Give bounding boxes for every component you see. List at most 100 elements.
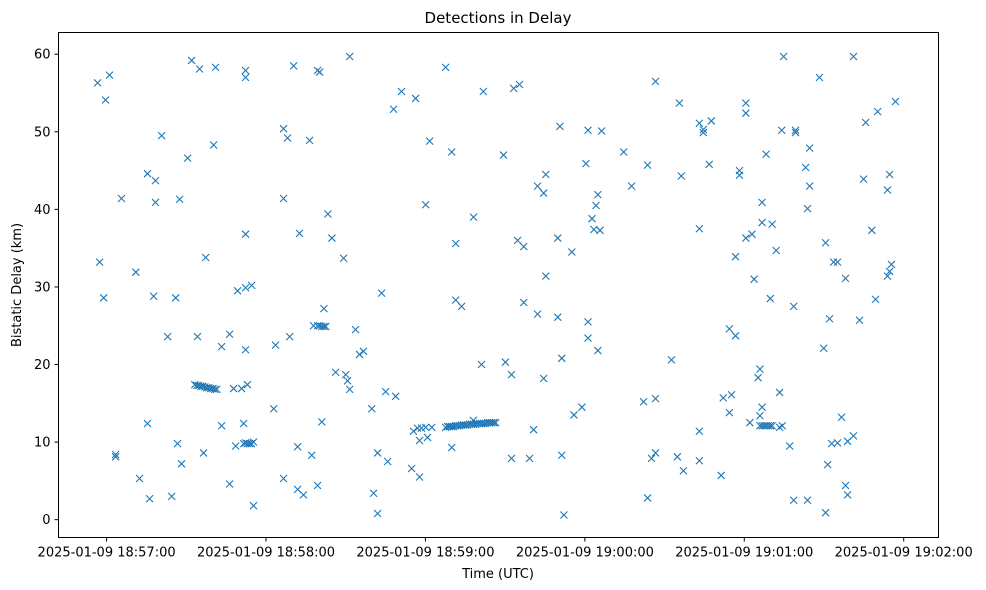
data-point (731, 331, 740, 340)
data-point (507, 370, 516, 379)
data-point (101, 96, 110, 104)
data-point (307, 451, 316, 460)
data-point (381, 387, 390, 396)
data-point (758, 198, 766, 207)
data-point (345, 52, 354, 61)
data-point (677, 172, 686, 180)
data-point (596, 226, 604, 235)
data-point (315, 68, 324, 76)
data-point (559, 511, 568, 519)
data-point (469, 416, 478, 425)
data-point (705, 160, 714, 169)
data-point (539, 189, 548, 197)
data-point (93, 79, 102, 87)
data-point (719, 393, 728, 402)
data-point (766, 294, 775, 303)
data-point (299, 490, 308, 499)
data-point (229, 384, 238, 393)
data-point (592, 201, 600, 210)
x-axis-label: Time (UTC) (461, 567, 534, 582)
data-point (533, 310, 542, 318)
data-point (843, 490, 852, 499)
data-point (748, 230, 756, 239)
data-point (821, 238, 830, 247)
data-point (241, 283, 250, 292)
data-point (457, 302, 466, 311)
data-point (167, 492, 176, 501)
data-point (351, 325, 360, 334)
data-point (389, 105, 398, 114)
data-point (695, 456, 704, 465)
data-point (867, 226, 876, 235)
data-point (597, 127, 606, 135)
data-point (519, 242, 528, 251)
data-point (829, 258, 838, 267)
data-point (849, 431, 858, 440)
data-point (239, 439, 248, 448)
data-point (489, 418, 498, 427)
data-point (647, 454, 656, 463)
data-point (801, 163, 810, 172)
points-layer (93, 52, 900, 519)
data-point (209, 141, 218, 149)
data-point (745, 418, 754, 427)
data-point (768, 220, 777, 228)
x-axis: 2025-01-09 18:57:00 2025-01-09 18:58:00 20… (38, 537, 973, 561)
data-point (225, 480, 234, 488)
data-point (499, 151, 508, 159)
data-point (373, 509, 382, 518)
data-point (775, 388, 784, 397)
data-point (249, 501, 258, 510)
data-point (195, 65, 204, 73)
x-tick-label: 2025-01-09 18:58:00 (197, 546, 335, 561)
data-point (187, 56, 196, 65)
data-point (321, 322, 330, 331)
data-point (421, 423, 430, 432)
data-point (768, 421, 777, 430)
data-point (409, 427, 418, 436)
data-point (507, 454, 516, 463)
data-point (756, 365, 764, 374)
data-point (725, 324, 734, 333)
data-point (833, 438, 842, 447)
data-point (111, 452, 120, 461)
data-point (131, 268, 140, 277)
data-point (415, 473, 424, 481)
data-point (193, 332, 202, 341)
data-point (367, 404, 376, 413)
data-point (651, 394, 660, 403)
data-point (805, 182, 814, 190)
data-point (447, 148, 456, 156)
data-point (859, 175, 868, 184)
data-point (249, 438, 258, 446)
data-point (821, 508, 830, 517)
data-point (283, 134, 292, 142)
data-point (415, 436, 424, 445)
data-point (328, 234, 336, 242)
data-point (383, 457, 392, 466)
data-point (833, 258, 842, 267)
data-point (324, 210, 332, 218)
data-point (210, 385, 219, 394)
data-point (151, 176, 160, 185)
data-point (339, 254, 348, 263)
data-point (313, 481, 322, 490)
data-point (533, 182, 542, 190)
data-point (509, 84, 518, 93)
chart-title: Detections in Delay (425, 9, 572, 27)
data-point (849, 52, 858, 61)
data-point (143, 169, 152, 178)
data-point (243, 380, 252, 389)
data-point (293, 442, 302, 451)
data-point (539, 374, 548, 383)
data-point (309, 321, 318, 330)
data-point (231, 442, 240, 450)
data-point (295, 229, 304, 238)
data-point (413, 424, 422, 433)
data-point (525, 454, 534, 463)
data-point (157, 131, 166, 140)
data-point (819, 344, 828, 353)
data-point (741, 99, 750, 107)
data-point (143, 419, 152, 428)
x-tick-label: 2025-01-09 19:01:00 (675, 546, 813, 561)
